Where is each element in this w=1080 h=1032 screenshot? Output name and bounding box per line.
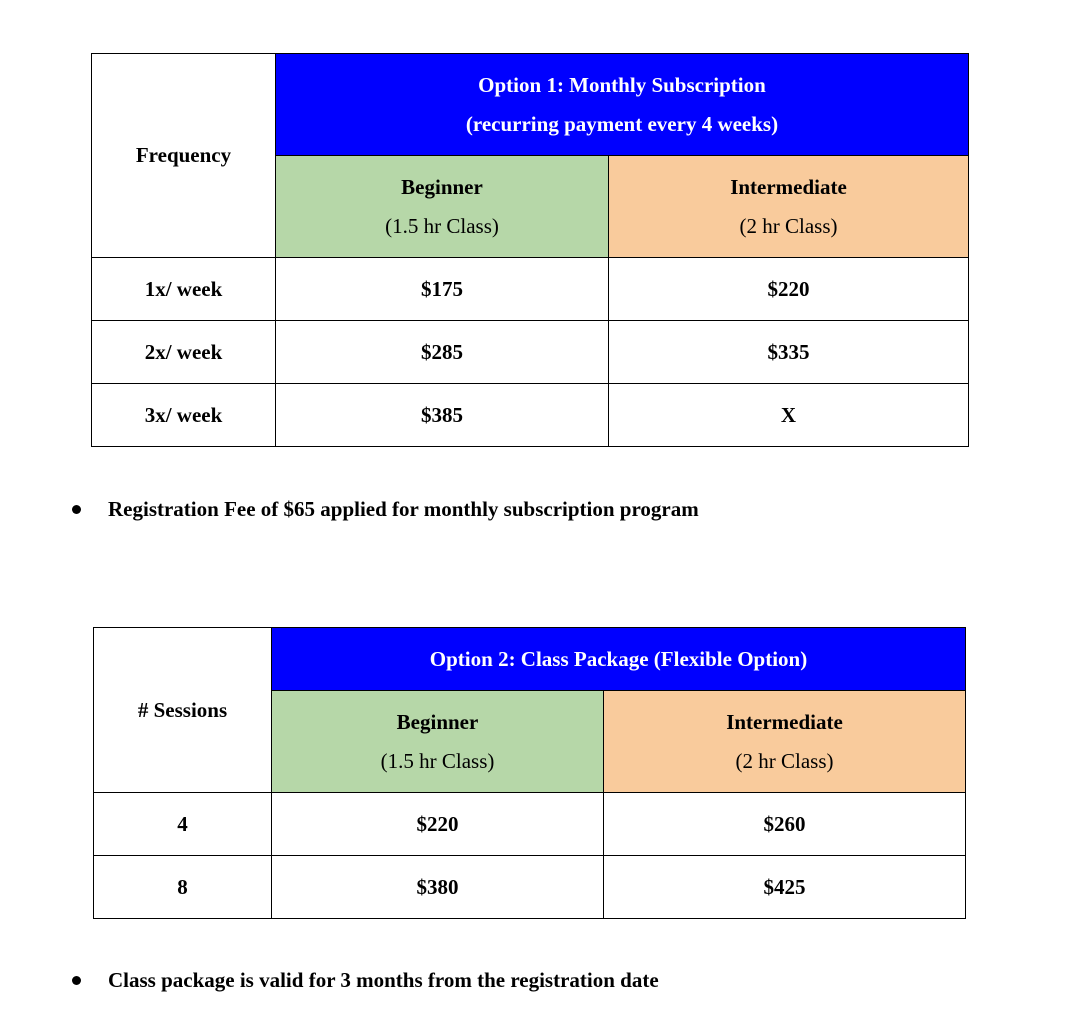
intermediate-price: $425 [602,855,967,919]
intermediate-label: Intermediate [730,174,847,199]
table-row: 2x/ week $285 $335 [91,320,970,384]
intermediate-price: $335 [607,320,970,384]
intermediate-label: Intermediate [726,709,843,734]
option1-title-line2: (recurring payment every 4 weeks) [465,111,779,136]
beginner-label: Beginner [396,709,479,734]
row-label: 4 [93,792,272,856]
registration-fee-note: Registration Fee of $65 applied for mont… [72,497,699,522]
option2-title: Option 2: Class Package (Flexible Option… [270,627,967,691]
table-row: 4 $220 $260 [93,792,967,856]
note-text: Class package is valid for 3 months from… [108,968,659,992]
frequency-header: Frequency [91,53,276,258]
sessions-header: # Sessions [93,627,272,793]
beginner-price: $285 [275,320,609,384]
monthly-subscription-table: Frequency Option 1: Monthly Subscription… [91,53,970,447]
class-package-table: # Sessions Option 2: Class Package (Flex… [93,627,967,919]
beginner-price: $175 [275,257,609,321]
beginner-header: Beginner (1.5 hr Class) [271,690,604,793]
option1-title-line1: Option 1: Monthly Subscription [478,72,766,97]
beginner-header: Beginner (1.5 hr Class) [275,155,609,258]
table-row: 3x/ week $385 X [91,383,970,447]
intermediate-sub: (2 hr Class) [739,213,838,238]
option1-title: Option 1: Monthly Subscription (recurrin… [274,53,970,156]
row-label: 3x/ week [91,383,276,447]
table-row: 1x/ week $175 $220 [91,257,970,321]
beginner-price: $380 [271,855,604,919]
table-row: 8 $380 $425 [93,855,967,919]
note-text: Registration Fee of $65 applied for mont… [108,497,699,521]
beginner-sub: (1.5 hr Class) [385,213,499,238]
row-label: 2x/ week [91,320,276,384]
package-validity-note: Class package is valid for 3 months from… [72,968,659,993]
intermediate-price: X [607,383,970,447]
intermediate-header: Intermediate (2 hr Class) [602,690,967,793]
intermediate-header: Intermediate (2 hr Class) [607,155,970,258]
beginner-sub: (1.5 hr Class) [380,748,495,773]
beginner-price: $385 [275,383,609,447]
intermediate-price: $220 [607,257,970,321]
beginner-label: Beginner [401,174,483,199]
bullet-icon [72,976,81,985]
intermediate-price: $260 [602,792,967,856]
row-label: 1x/ week [91,257,276,321]
row-label: 8 [93,855,272,919]
bullet-icon [72,505,81,514]
beginner-price: $220 [271,792,604,856]
intermediate-sub: (2 hr Class) [735,748,834,773]
